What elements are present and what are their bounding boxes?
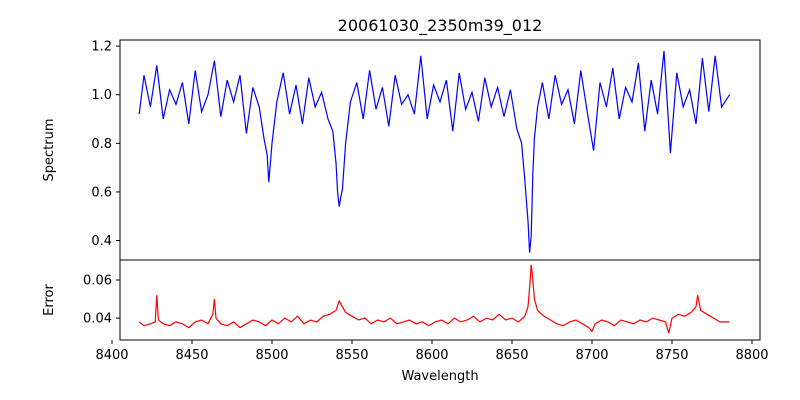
spectrum-y-tick-label: 0.4 <box>91 234 112 249</box>
chart-title: 20061030_2350m39_012 <box>338 16 543 36</box>
spectrum-y-tick-label: 0.6 <box>91 185 112 200</box>
error-plot-area <box>119 259 761 341</box>
x-tick-label: 8600 <box>415 348 448 363</box>
x-tick-label: 8650 <box>495 348 528 363</box>
spectrum-y-tick-label: 1.0 <box>91 88 112 103</box>
x-tick-label: 8500 <box>255 348 288 363</box>
x-axis-label: Wavelength <box>401 369 478 384</box>
error-line <box>138 264 730 334</box>
x-tick-label: 8450 <box>175 348 208 363</box>
error-y-tick-label: 0.06 <box>83 274 112 289</box>
error-y-axis-label: Error <box>42 284 57 316</box>
spectrum-y-ticks: 0.4 0.6 0.8 1.0 1.2 <box>91 40 120 249</box>
error-y-ticks: 0.04 0.06 <box>83 274 120 327</box>
x-tick-label: 8400 <box>95 348 128 363</box>
x-tick-label: 8700 <box>575 348 608 363</box>
spectrum-line <box>138 50 731 253</box>
error-y-tick-label: 0.04 <box>83 312 112 327</box>
x-ticks: 8400 8450 8500 8550 8600 8650 8700 8750 8800 <box>95 340 769 363</box>
spectrum-y-axis-label: Spectrum <box>42 119 57 182</box>
x-tick-label: 8750 <box>655 348 688 363</box>
error-panel: Error Wavelength 0.04 0.06 8400 8450 8500 85… <box>42 259 769 384</box>
spectrum-plot-area <box>119 39 761 261</box>
x-tick-label: 8800 <box>735 348 768 363</box>
spectrum-y-tick-label: 0.8 <box>91 137 112 152</box>
spectrum-panel: 20061030_2350m39_012 Spectrum 0.4 0.6 0.8 1… <box>42 16 761 261</box>
x-tick-label: 8550 <box>335 348 368 363</box>
spectrum-y-tick-label: 1.2 <box>91 40 112 55</box>
